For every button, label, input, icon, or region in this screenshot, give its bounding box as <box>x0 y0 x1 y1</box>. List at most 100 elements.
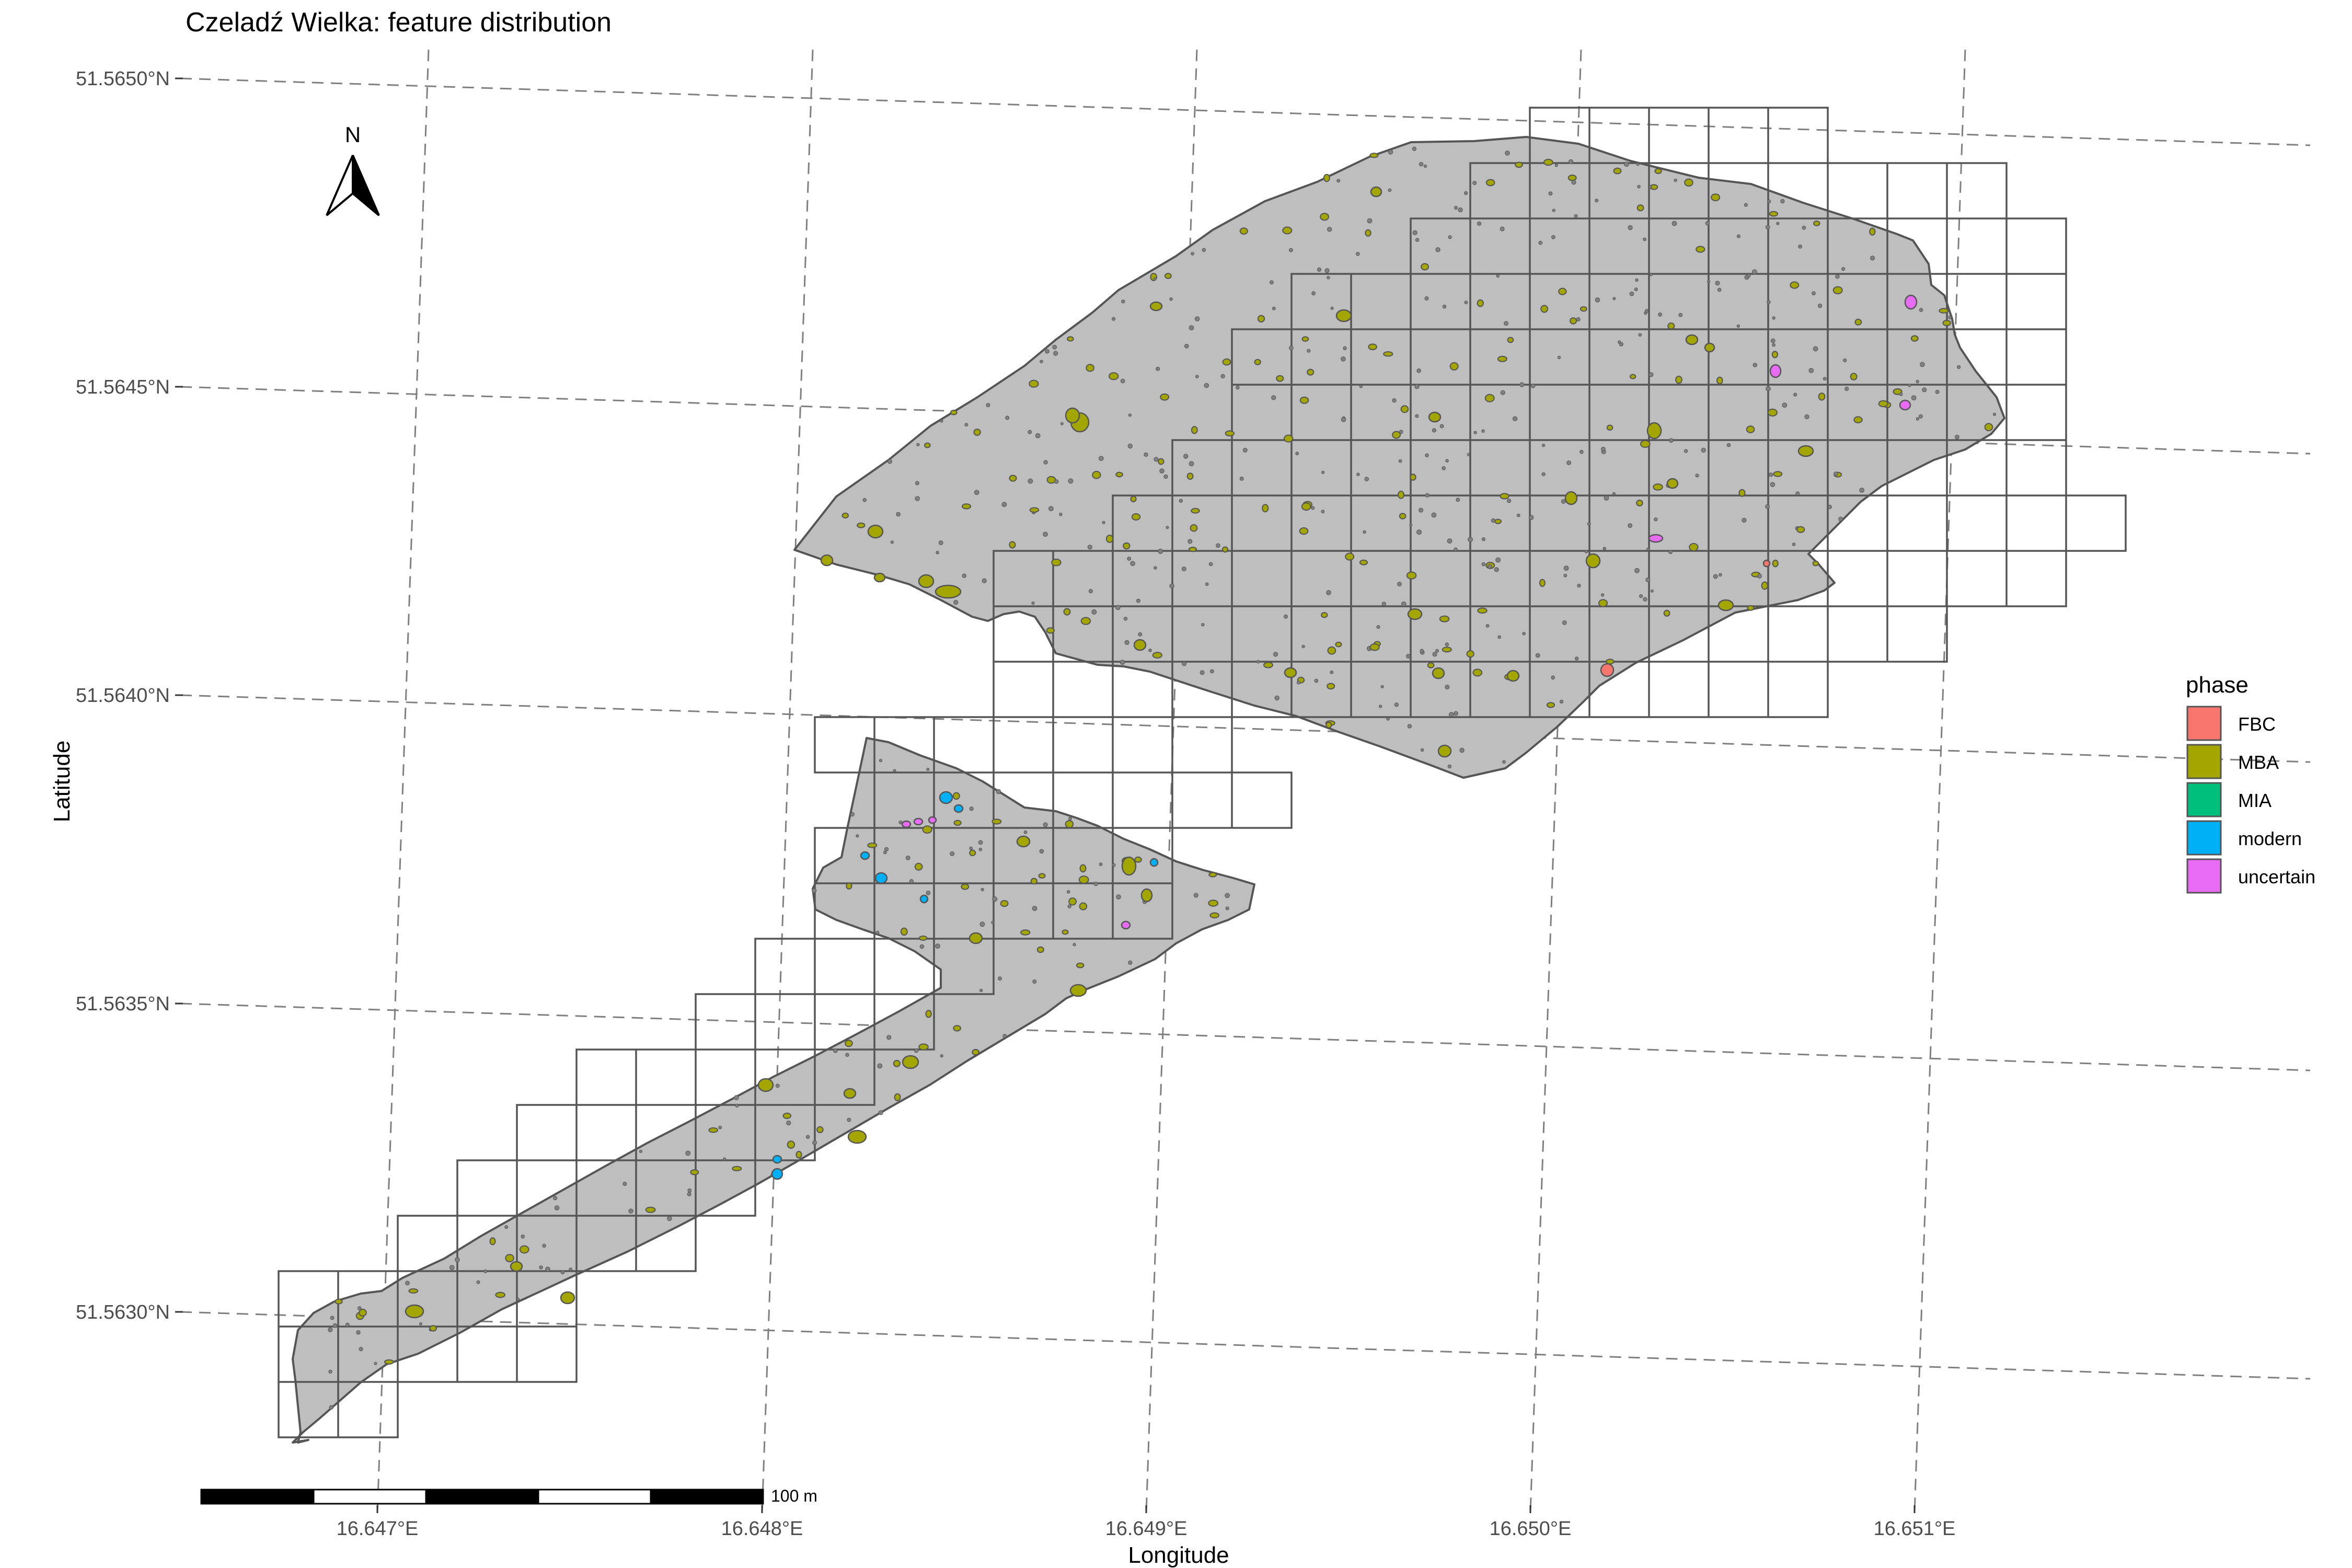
feature-small <box>1356 472 1360 477</box>
feature-mba <box>918 574 935 589</box>
feature-small <box>1380 685 1384 688</box>
feature-small <box>1159 468 1165 474</box>
feature-small <box>1552 209 1555 212</box>
feature-mba <box>1761 581 1769 590</box>
feature-small <box>1707 280 1711 283</box>
feature-small <box>1563 573 1567 578</box>
y-axis-title: Latitude <box>49 741 75 823</box>
legend-label-fbc: FBC <box>2238 713 2276 735</box>
feature-small <box>1500 226 1505 232</box>
feature-small <box>1765 225 1770 230</box>
feature-small <box>1272 306 1276 310</box>
feature-small <box>1813 346 1818 352</box>
feature-small <box>1445 642 1449 647</box>
feature-modern <box>860 851 870 860</box>
feature-mba <box>1299 396 1309 404</box>
feature-small <box>328 1327 333 1332</box>
feature-small <box>1289 345 1294 351</box>
feature-small <box>886 1035 892 1040</box>
feature-small <box>1225 906 1229 910</box>
feature-small <box>1035 433 1041 439</box>
feature-small <box>1491 518 1496 523</box>
feature-mba <box>1442 647 1452 653</box>
feature-mba <box>1383 351 1393 357</box>
feature-small <box>1584 550 1588 554</box>
feature-small <box>1442 304 1447 309</box>
feature-mba <box>1494 518 1502 524</box>
y-tick-label: 51.5630°N <box>76 1301 170 1323</box>
feature-modern <box>772 1155 782 1164</box>
feature-small <box>1765 504 1770 509</box>
feature-small <box>1001 502 1007 507</box>
feature-mba <box>1540 305 1549 313</box>
feature-small <box>1512 416 1518 421</box>
feature-small <box>1407 724 1412 729</box>
feature-mba <box>1506 670 1520 682</box>
feature-small <box>1817 303 1823 308</box>
feature-small <box>1043 460 1048 465</box>
feature-small <box>1187 539 1193 544</box>
feature-modern <box>1149 858 1159 867</box>
feature-mba <box>1301 336 1309 342</box>
feature-mba <box>1335 309 1352 322</box>
feature-modern <box>919 894 929 904</box>
feature-mba <box>924 442 931 448</box>
feature-small <box>1343 346 1347 350</box>
feature-small <box>685 1150 691 1156</box>
feature-small <box>1068 478 1074 484</box>
feature-small <box>1766 386 1771 391</box>
feature-small <box>1844 386 1849 391</box>
feature-mba <box>519 1245 529 1254</box>
feature-mba <box>1449 362 1459 371</box>
feature-small <box>1032 979 1037 984</box>
feature-small <box>1005 416 1010 420</box>
feature-small <box>1271 395 1276 400</box>
feature-small <box>1388 188 1392 192</box>
feature-small <box>909 879 914 884</box>
feature-small <box>1432 652 1437 657</box>
feature-small <box>1341 356 1346 362</box>
feature-mba <box>1675 375 1682 384</box>
feature-mba <box>1254 359 1261 365</box>
feature-mba <box>1307 368 1315 376</box>
feature-small <box>1454 711 1458 716</box>
feature-mba <box>1320 213 1330 221</box>
feature-small <box>1367 218 1373 224</box>
feature-small <box>1182 661 1187 666</box>
feature-small <box>1153 277 1157 281</box>
feature-small <box>1595 297 1600 303</box>
feature-small <box>1899 392 1903 396</box>
legend-swatch-fbc <box>2186 706 2222 741</box>
feature-mba <box>495 1292 506 1298</box>
feature-small <box>1274 695 1279 701</box>
feature-mba <box>1069 984 1087 997</box>
feature-small <box>1770 338 1775 343</box>
feature-small <box>1401 601 1406 607</box>
feature-mba <box>1400 405 1409 413</box>
feature-small <box>1530 384 1536 388</box>
feature-small <box>883 850 887 855</box>
feature-small <box>1757 573 1762 579</box>
feature-small <box>974 490 979 495</box>
feature-mba <box>1910 335 1919 342</box>
feature-small <box>982 578 987 583</box>
feature-mba <box>1432 667 1445 679</box>
feature-mba <box>1345 552 1355 561</box>
feature-small <box>981 887 984 892</box>
feature-small <box>1701 447 1706 453</box>
feature-small <box>1495 557 1501 563</box>
feature-mba <box>972 1048 980 1056</box>
feature-mba <box>1543 158 1553 166</box>
feature-small <box>1330 306 1334 310</box>
feature-small <box>1179 499 1183 503</box>
feature-mba <box>961 503 972 510</box>
feature-small <box>356 1330 361 1335</box>
feature-small <box>1841 267 1846 271</box>
feature-mba <box>1747 605 1755 611</box>
feature-small <box>1736 234 1740 238</box>
phased-features <box>405 186 1918 1319</box>
feature-mba <box>708 1127 718 1133</box>
feature-small <box>1398 459 1402 463</box>
feature-mba <box>1773 471 1783 477</box>
feature-small <box>1420 649 1424 653</box>
